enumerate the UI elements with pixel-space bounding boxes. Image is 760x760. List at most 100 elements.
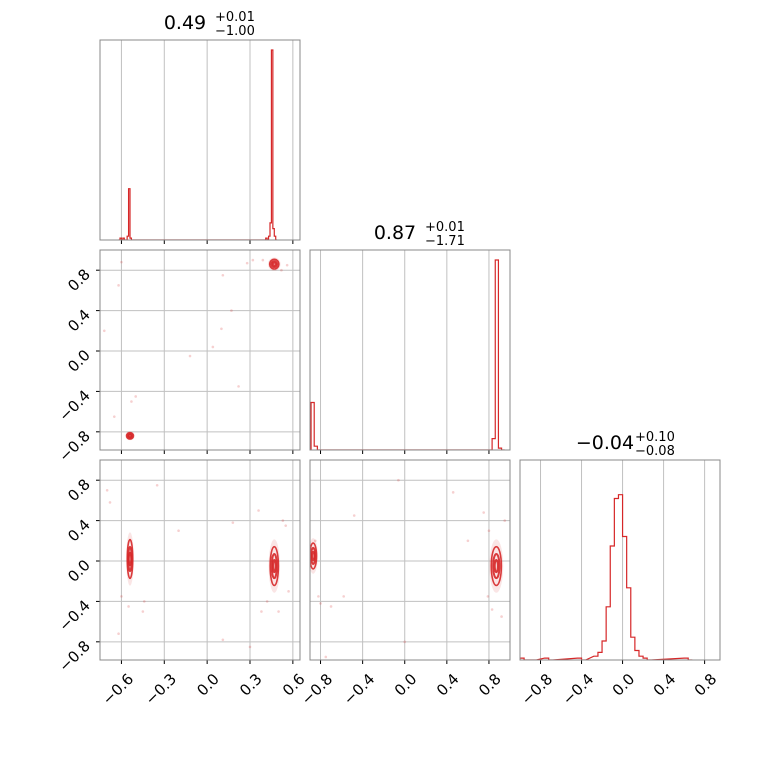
panel-title-minus: −1.00: [215, 24, 255, 39]
sample-point: [313, 539, 317, 543]
sample-point: [281, 519, 285, 522]
panel-frame: [99, 249, 301, 451]
x-tick-label: −0.8: [518, 670, 556, 708]
sample-point: [108, 501, 112, 504]
panel-frame: [519, 459, 721, 661]
sample-point: [486, 595, 490, 598]
sample-point: [230, 309, 233, 312]
sample-point: [490, 608, 494, 611]
panel-title: 0.87: [374, 222, 416, 244]
y-tick-label: 0.4: [64, 516, 94, 546]
x-tick-label: −0.8: [298, 670, 336, 708]
sample-point: [117, 284, 120, 287]
sample-point: [221, 273, 225, 277]
sample-point: [329, 605, 333, 608]
panel-title-minus: −1.71: [425, 234, 465, 249]
sample-point: [155, 483, 159, 487]
sample-point: [500, 615, 503, 618]
panel-hist-p2: 0.87 +0.01−1.71: [309, 220, 511, 454]
panel-frame: [309, 249, 511, 451]
sample-point: [482, 511, 485, 514]
density-contour: [270, 552, 278, 580]
sample-point: [245, 261, 249, 265]
density-contour: [127, 551, 133, 567]
sample-point: [451, 491, 455, 494]
y-tick-label: −0.8: [55, 637, 93, 675]
sample-point: [277, 610, 280, 613]
sample-point: [102, 329, 106, 333]
density-contour: [126, 538, 134, 580]
x-tick-label: 0.8: [691, 670, 721, 700]
density-contour: [490, 545, 503, 587]
sample-point: [188, 354, 192, 358]
x-tick-label: 0.8: [475, 670, 505, 700]
panel-frame: [99, 459, 301, 661]
sample-point: [285, 263, 289, 267]
x-tick-label: −0.6: [99, 670, 137, 708]
panel-scatter-p2-p1: −0.8−0.4 0.0 0.4 0.8: [55, 249, 301, 465]
sample-point: [130, 400, 133, 403]
panel-frame: [99, 39, 301, 241]
sample-point: [284, 524, 288, 527]
y-tick-label: 0.0: [64, 346, 94, 376]
x-tick-label: −0.3: [142, 670, 180, 708]
sample-point: [105, 489, 109, 492]
plot-area: [310, 259, 505, 450]
sample-point: [134, 395, 138, 398]
sample-point: [487, 529, 491, 533]
sample-point: [220, 327, 223, 331]
sample-point: [403, 640, 407, 644]
histogram-step: [520, 494, 693, 660]
sample-point: [248, 645, 252, 649]
y-tick-label: −0.8: [55, 427, 93, 465]
x-tick-label: 0.3: [236, 670, 266, 700]
plot-area: [310, 478, 507, 664]
sample-point: [221, 638, 225, 642]
x-tick-label: −0.4: [559, 670, 597, 708]
sample-point: [211, 345, 215, 349]
histogram-step: [310, 259, 505, 450]
density-contour: [492, 552, 501, 580]
plot-area: [118, 49, 278, 240]
sample-point: [324, 655, 328, 659]
sample-point: [503, 519, 507, 522]
density-contour: [310, 550, 316, 561]
density-contour: [272, 559, 277, 574]
sample-point: [342, 595, 345, 598]
sample-point: [112, 415, 116, 418]
density-contour: [127, 433, 133, 439]
x-tick-label: 0.0: [391, 670, 421, 700]
x-tick-label: 0.4: [433, 670, 463, 700]
panel-title: −0.04: [576, 432, 634, 454]
density-contour: [271, 261, 277, 267]
plot-area: [105, 483, 290, 649]
sample-point: [117, 632, 120, 636]
x-tick-label: 0.0: [193, 670, 223, 700]
sample-point: [120, 260, 123, 264]
sample-point: [317, 595, 320, 598]
panel-title-plus: +0.10: [635, 430, 675, 445]
panel-title-minus: −0.08: [635, 444, 675, 459]
sample-point: [177, 529, 180, 533]
sample-point: [397, 478, 400, 482]
panel-title-plus: +0.01: [215, 10, 255, 25]
y-tick-label: 0.0: [64, 556, 94, 586]
sample-point: [435, 661, 438, 664]
sample-point: [280, 268, 283, 272]
sample-point: [260, 610, 263, 613]
sample-point: [466, 539, 470, 543]
x-tick-label: 0.0: [609, 670, 639, 700]
sample-point: [142, 600, 146, 603]
sample-point: [231, 521, 235, 524]
sample-point: [319, 602, 322, 605]
panel-frame: [309, 459, 511, 661]
panel-hist-p1: 0.49 +0.01−1.00: [99, 10, 301, 244]
panel-hist-p3: −0.04 +0.10−0.08 −0.8 −0.4 0.0 0.4 0.8: [518, 430, 721, 709]
density-contour: [125, 431, 135, 440]
sample-point: [141, 610, 145, 613]
panel-title-plus: +0.01: [425, 220, 465, 235]
sample-point: [127, 605, 130, 608]
sample-point: [257, 509, 260, 512]
